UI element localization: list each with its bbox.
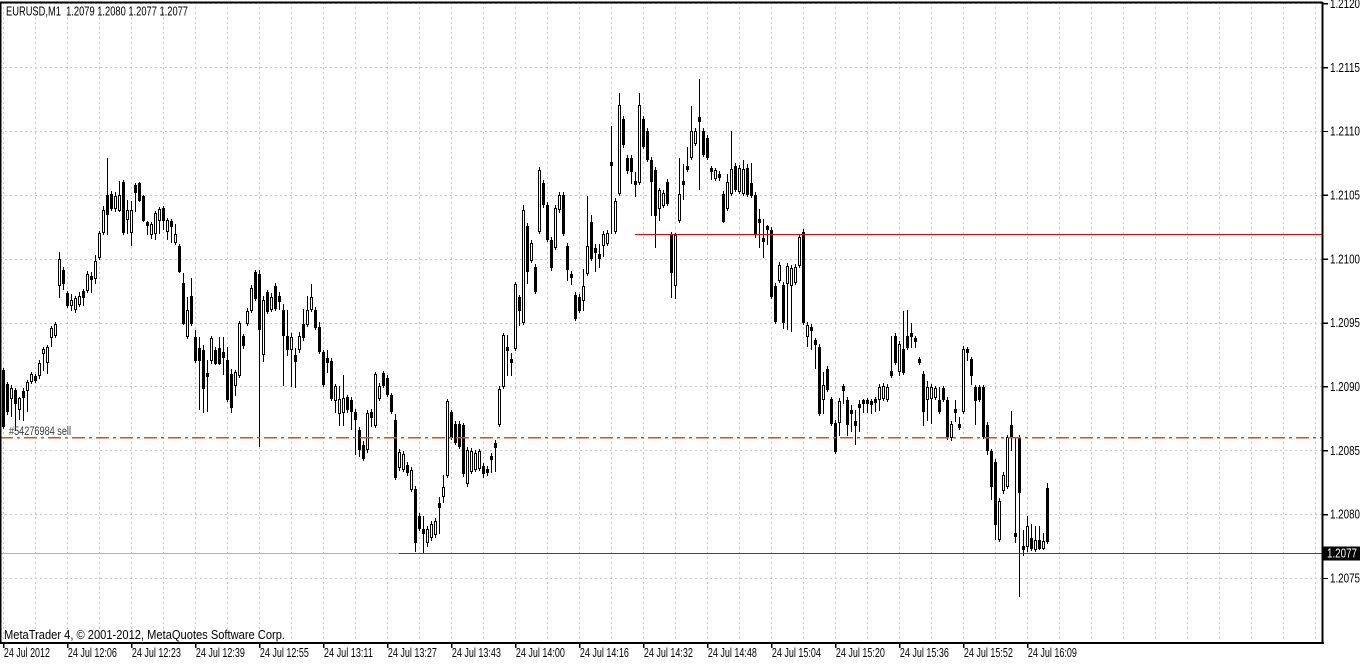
svg-text:1.2080: 1.2080	[1330, 508, 1360, 522]
svg-text:1.2120: 1.2120	[1330, 0, 1360, 11]
svg-text:1.2077: 1.2077	[1327, 547, 1357, 561]
svg-text:24 Jul 12:39: 24 Jul 12:39	[196, 646, 245, 660]
svg-text:24 Jul 14:32: 24 Jul 14:32	[644, 646, 693, 660]
svg-text:1.2115: 1.2115	[1330, 61, 1360, 75]
svg-text:24 Jul 13:27: 24 Jul 13:27	[388, 646, 437, 660]
svg-text:EURUSD,M1 1.2079 1.2080 1.207: EURUSD,M1 1.2079 1.2080 1.2077 1.2077	[6, 4, 188, 19]
svg-text:1.2095: 1.2095	[1330, 316, 1360, 330]
svg-text:24 Jul 14:16: 24 Jul 14:16	[580, 646, 629, 660]
svg-text:24 Jul 15:52: 24 Jul 15:52	[964, 646, 1013, 660]
svg-text:1.2105: 1.2105	[1330, 189, 1360, 203]
svg-text:24 Jul 15:36: 24 Jul 15:36	[900, 646, 949, 660]
svg-text:24 Jul 13:43: 24 Jul 13:43	[452, 646, 501, 660]
svg-text:24 Jul 14:48: 24 Jul 14:48	[708, 646, 757, 660]
svg-text:24 Jul 15:04: 24 Jul 15:04	[772, 646, 821, 660]
svg-text:1.2100: 1.2100	[1330, 252, 1360, 266]
svg-text:24 Jul 12:23: 24 Jul 12:23	[132, 646, 181, 660]
svg-text:24 Jul 13:11: 24 Jul 13:11	[324, 646, 373, 660]
svg-text:1.2075: 1.2075	[1330, 572, 1360, 586]
svg-text:24 Jul 16:09: 24 Jul 16:09	[1028, 646, 1077, 660]
svg-text:24 Jul 15:20: 24 Jul 15:20	[836, 646, 885, 660]
svg-text:24 Jul 12:06: 24 Jul 12:06	[68, 646, 117, 660]
svg-text:#54276984 sell: #54276984 sell	[9, 426, 71, 438]
svg-text:24 Jul 14:00: 24 Jul 14:00	[516, 646, 565, 660]
svg-text:1.2085: 1.2085	[1330, 444, 1360, 458]
svg-text:1.2090: 1.2090	[1330, 380, 1360, 394]
svg-text:1.2110: 1.2110	[1330, 125, 1360, 139]
svg-text:24 Jul 12:55: 24 Jul 12:55	[260, 646, 309, 660]
svg-text:24 Jul 2012: 24 Jul 2012	[4, 646, 50, 660]
svg-text:MetaTrader 4, © 2001-2012, Met: MetaTrader 4, © 2001-2012, MetaQuotes So…	[4, 627, 285, 642]
